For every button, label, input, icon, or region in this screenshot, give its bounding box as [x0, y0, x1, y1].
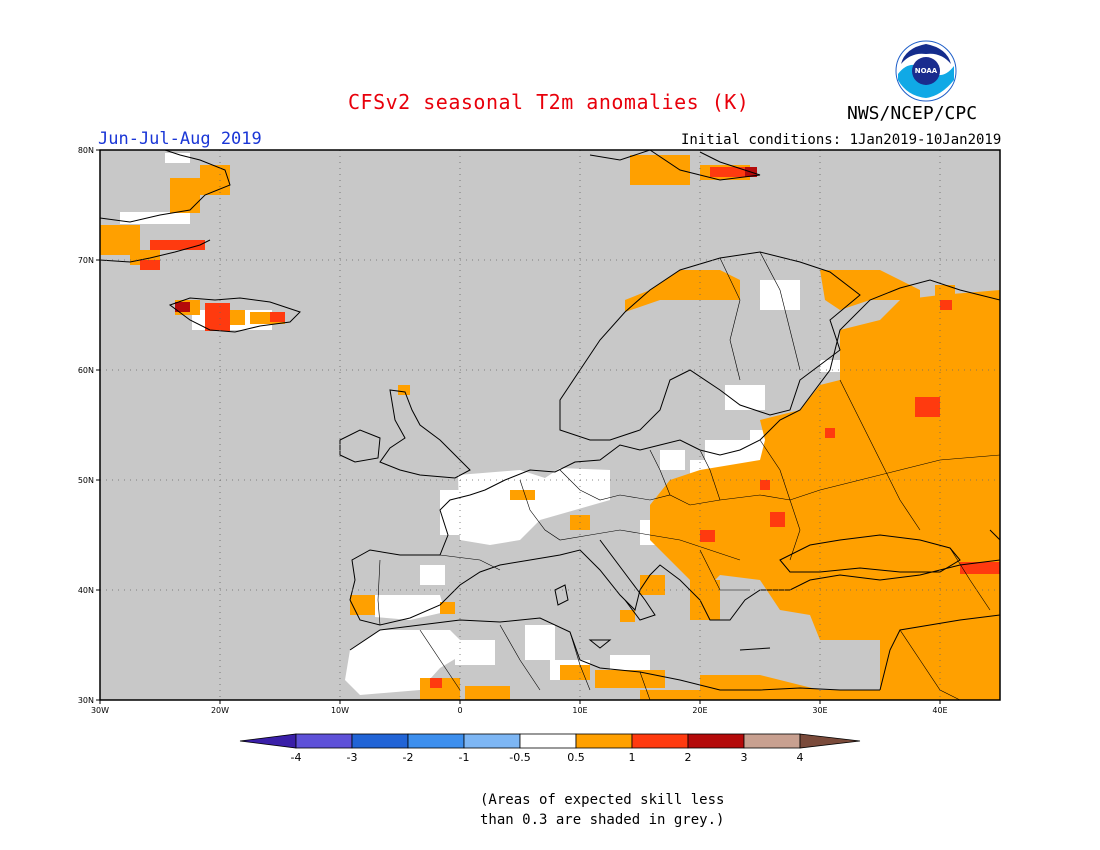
colorbar-tick-label: -4: [291, 751, 302, 764]
lat-tick-label: 80N: [78, 146, 94, 155]
anomaly-1-to-2: [140, 167, 1000, 688]
initial-conditions: Initial conditions: 1Jan2019-10Jan2019: [681, 132, 1002, 148]
colorbar-swatch: [407, 733, 465, 749]
colorbar-swatch: [463, 733, 521, 749]
chart-title: CFSv2 seasonal T2m anomalies (K): [348, 90, 750, 114]
colorbar-tick-label: 3: [741, 751, 748, 764]
colorbar-min-arrow: [239, 733, 297, 749]
svg-text:NOAA: NOAA: [915, 67, 938, 75]
lon-tick-label: 30E: [812, 706, 827, 715]
lon-tick-label: 10W: [331, 706, 349, 715]
lon-tick-label: 20W: [211, 706, 229, 715]
agency-label: NWS/NCEP/CPC: [847, 103, 978, 124]
lat-tick-label: 50N: [78, 476, 94, 485]
colorbar-tick-label: 0.5: [567, 751, 585, 764]
colorbar-swatch: [519, 733, 577, 749]
colorbar-tick-label: 2: [685, 751, 692, 764]
colorbar-swatch: [631, 733, 689, 749]
lat-tick-label: 30N: [78, 696, 94, 705]
colorbar-tick-label: -2: [403, 751, 414, 764]
colorbar-swatch: [295, 733, 353, 749]
forecast-period: Jun-Jul-Aug 2019: [98, 129, 262, 149]
skill-note-line-2: than 0.3 are shaded in grey.): [480, 812, 725, 828]
noaa-logo: NOAA: [895, 40, 957, 102]
lon-tick-label: 10E: [572, 706, 587, 715]
anomaly-0-5-to-1: [100, 155, 1000, 700]
colorbar-swatch: [743, 733, 801, 749]
colorbar-max-arrow: [799, 733, 861, 749]
colorbar-swatch: [575, 733, 633, 749]
skill-note-line-1: (Areas of expected skill less: [480, 792, 725, 808]
axis-ticks: 30W 20W 10W 0 10E 20E 30E 40E 30N 40N 50N 60N 70N 80N: [78, 146, 948, 715]
anomaly-field: [100, 150, 1000, 700]
colorbar-swatch: [687, 733, 745, 749]
lon-tick-label: 40E: [932, 706, 947, 715]
colorbar-tick-label: -0.5: [509, 751, 530, 764]
graticule: [100, 150, 1000, 700]
coastlines: [100, 150, 1000, 691]
map-frame: [99, 149, 1001, 701]
lat-tick-label: 60N: [78, 366, 94, 375]
lat-tick-label: 40N: [78, 586, 94, 595]
colorbar-tick-label: -1: [459, 751, 470, 764]
colorbar-tick-label: -3: [347, 751, 358, 764]
colorbar-tick-label: 1: [629, 751, 636, 764]
country-borders: [377, 251, 1000, 700]
colorbar-tick-label: 4: [797, 751, 804, 764]
colorbar: -4 -3 -2 -1 -0.5 0.5 1 2 3 4: [239, 733, 861, 764]
lon-tick-label: 20E: [692, 706, 707, 715]
lon-tick-label: 0: [457, 706, 462, 715]
lat-tick-label: 70N: [78, 256, 94, 265]
lon-tick-label: 30W: [91, 706, 109, 715]
colorbar-swatch: [351, 733, 409, 749]
